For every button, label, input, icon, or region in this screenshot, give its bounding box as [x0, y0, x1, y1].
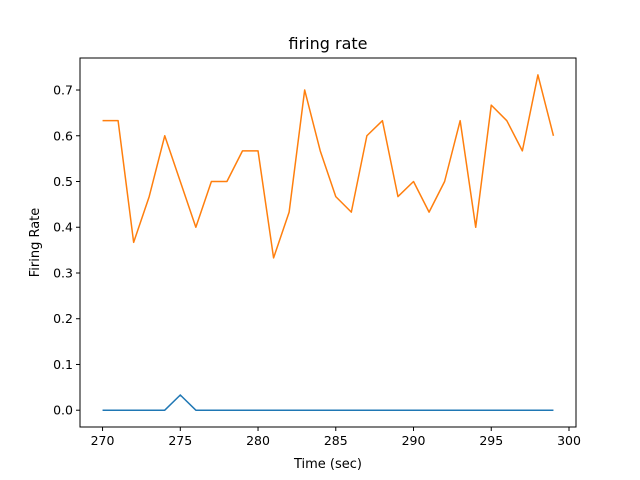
x-tick-label: 270 — [91, 433, 115, 448]
y-tick-label: 0.1 — [53, 357, 73, 372]
plot-content — [102, 74, 555, 411]
y-tick-label: 0.3 — [53, 265, 73, 280]
plot-frame — [79, 57, 577, 428]
y-axis-title: Firing Rate — [28, 208, 43, 278]
y-tick-label: 0.0 — [53, 403, 73, 418]
x-tick-label: 275 — [168, 433, 192, 448]
y-tick-label: 0.4 — [53, 220, 73, 235]
x-tick-label: 290 — [402, 433, 426, 448]
series-line-0 — [102, 394, 554, 411]
x-tick-label: 285 — [324, 433, 348, 448]
x-tick-label: 280 — [246, 433, 270, 448]
y-tick-label: 0.6 — [53, 128, 73, 143]
x-tick-label: 295 — [479, 433, 503, 448]
y-tick-label: 0.2 — [53, 311, 73, 326]
x-axis: 270 275 280 285 290 295 300 — [91, 427, 581, 448]
chart-title: firing rate — [289, 34, 368, 53]
x-axis-title: Time (sec) — [293, 457, 362, 472]
y-axis: 0.0 0.1 0.2 0.3 0.4 0.5 0.6 0.7 — [53, 83, 80, 418]
y-tick-label: 0.5 — [53, 174, 73, 189]
series-line-1 — [102, 74, 555, 259]
y-tick-label: 0.7 — [53, 83, 73, 98]
x-tick-label: 300 — [557, 433, 581, 448]
